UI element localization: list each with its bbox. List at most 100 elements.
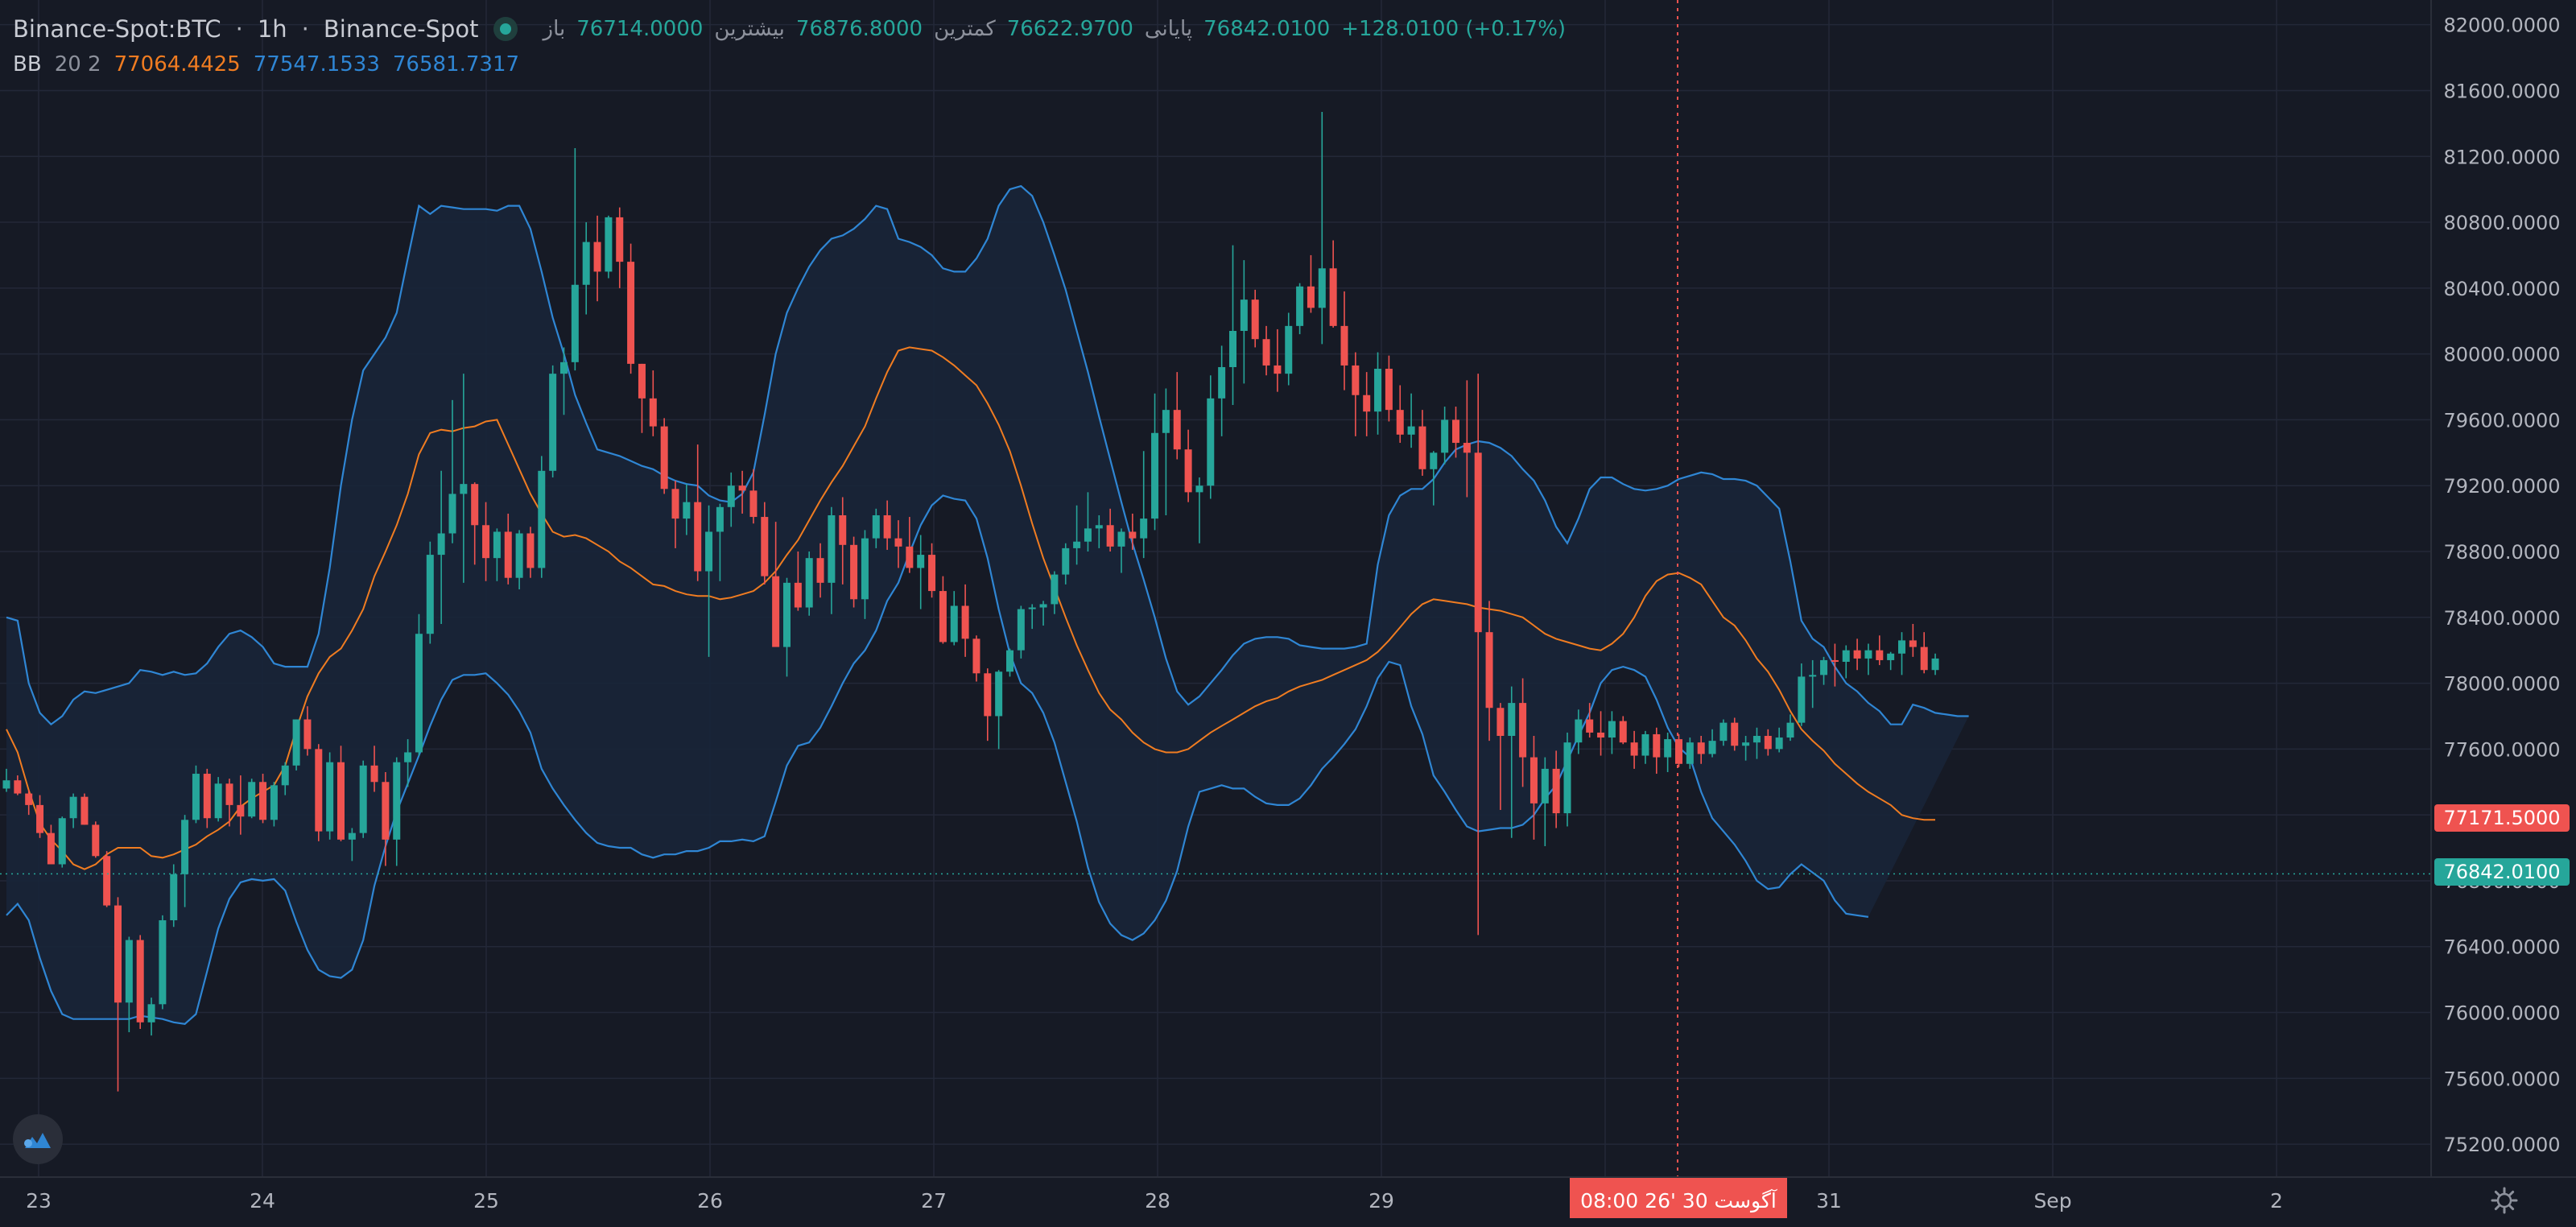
candle[interactable] bbox=[92, 821, 100, 858]
cloud-logo-icon[interactable] bbox=[13, 1114, 63, 1164]
candle[interactable] bbox=[225, 779, 233, 827]
candle[interactable] bbox=[437, 470, 445, 624]
candle[interactable] bbox=[1262, 325, 1270, 376]
candle[interactable] bbox=[58, 816, 66, 868]
candle[interactable] bbox=[159, 915, 167, 1010]
market-status-icon[interactable] bbox=[493, 17, 518, 41]
candle[interactable] bbox=[560, 347, 568, 415]
candle[interactable] bbox=[660, 418, 668, 494]
candle[interactable] bbox=[1798, 663, 1806, 726]
candle[interactable] bbox=[114, 897, 122, 1092]
candle[interactable] bbox=[749, 469, 758, 524]
candle[interactable] bbox=[939, 576, 947, 644]
candle[interactable] bbox=[1017, 605, 1025, 659]
candle[interactable] bbox=[906, 517, 914, 573]
candle[interactable] bbox=[504, 513, 512, 585]
candle[interactable] bbox=[1853, 638, 1861, 671]
candle[interactable] bbox=[359, 760, 367, 838]
exchange-name[interactable]: Binance-Spot bbox=[323, 15, 479, 43]
candle[interactable] bbox=[582, 222, 590, 315]
candle[interactable] bbox=[1184, 429, 1192, 502]
candle[interactable] bbox=[616, 207, 624, 288]
candle[interactable] bbox=[471, 482, 479, 565]
candle[interactable] bbox=[1686, 737, 1694, 769]
candle[interactable] bbox=[1173, 372, 1181, 460]
candle[interactable] bbox=[1752, 727, 1761, 759]
candle[interactable] bbox=[605, 215, 613, 279]
candle[interactable] bbox=[1920, 632, 1928, 674]
candle[interactable] bbox=[1229, 245, 1236, 406]
candle[interactable] bbox=[303, 706, 312, 756]
candle[interactable] bbox=[1151, 393, 1159, 531]
candle[interactable] bbox=[1474, 374, 1482, 936]
candle[interactable] bbox=[259, 774, 267, 824]
candle[interactable] bbox=[370, 746, 378, 792]
candle[interactable] bbox=[326, 752, 334, 840]
candle[interactable] bbox=[1575, 709, 1583, 754]
candle[interactable] bbox=[1597, 711, 1605, 756]
candle[interactable] bbox=[1463, 380, 1471, 498]
candle[interactable] bbox=[649, 370, 657, 436]
candle[interactable] bbox=[1931, 653, 1939, 675]
candle[interactable] bbox=[1106, 508, 1114, 552]
candle[interactable] bbox=[883, 500, 891, 550]
candle[interactable] bbox=[181, 815, 189, 907]
candle[interactable] bbox=[1831, 643, 1839, 687]
candle[interactable] bbox=[36, 795, 44, 838]
candle[interactable] bbox=[14, 775, 22, 795]
candle[interactable] bbox=[203, 768, 211, 828]
candle[interactable] bbox=[1586, 703, 1594, 738]
candle[interactable] bbox=[1619, 716, 1627, 745]
candle[interactable] bbox=[995, 670, 1003, 750]
candle[interactable] bbox=[1418, 410, 1426, 476]
candle[interactable] bbox=[872, 508, 880, 548]
candle[interactable] bbox=[1742, 736, 1750, 761]
candle[interactable] bbox=[404, 739, 412, 787]
candle[interactable] bbox=[1898, 632, 1905, 675]
candle[interactable] bbox=[1285, 312, 1293, 386]
candle[interactable] bbox=[850, 536, 858, 608]
candle[interactable] bbox=[1441, 407, 1449, 465]
candle[interactable] bbox=[1140, 451, 1148, 559]
candle[interactable] bbox=[281, 762, 289, 795]
candle[interactable] bbox=[426, 541, 434, 644]
candle[interactable] bbox=[1485, 601, 1493, 742]
candle[interactable] bbox=[794, 551, 802, 611]
candle[interactable] bbox=[1162, 388, 1170, 516]
candle[interactable] bbox=[1051, 571, 1059, 614]
candle[interactable] bbox=[1876, 635, 1884, 666]
candle[interactable] bbox=[861, 530, 869, 619]
candle[interactable] bbox=[671, 481, 679, 548]
candle[interactable] bbox=[1084, 492, 1092, 552]
candle[interactable] bbox=[538, 456, 546, 578]
candle[interactable] bbox=[1117, 528, 1125, 573]
candle[interactable] bbox=[147, 998, 155, 1036]
candle[interactable] bbox=[69, 793, 77, 828]
candle[interactable] bbox=[382, 771, 390, 866]
candle[interactable] bbox=[248, 779, 256, 819]
candle[interactable] bbox=[783, 577, 791, 677]
candle[interactable] bbox=[593, 215, 601, 302]
candle[interactable] bbox=[1296, 283, 1304, 335]
candle[interactable] bbox=[1430, 451, 1438, 506]
candle[interactable] bbox=[25, 790, 33, 816]
candle[interactable] bbox=[460, 374, 468, 583]
candles-layer[interactable] bbox=[2, 112, 1939, 1092]
candle[interactable] bbox=[125, 936, 133, 1033]
candle[interactable] bbox=[917, 535, 925, 609]
candle[interactable] bbox=[1218, 345, 1226, 436]
candle[interactable] bbox=[1641, 730, 1649, 764]
candle[interactable] bbox=[1274, 328, 1282, 392]
candle[interactable] bbox=[170, 864, 178, 927]
price-axis-background[interactable] bbox=[2431, 0, 2576, 1224]
candle[interactable] bbox=[1731, 717, 1739, 751]
candle[interactable] bbox=[1653, 727, 1661, 775]
candle[interactable] bbox=[1496, 703, 1505, 811]
candle[interactable] bbox=[526, 527, 535, 578]
candle[interactable] bbox=[694, 444, 702, 581]
candle[interactable] bbox=[1809, 659, 1817, 709]
candle[interactable] bbox=[1251, 289, 1259, 348]
candle[interactable] bbox=[984, 668, 992, 742]
candle[interactable] bbox=[950, 591, 958, 646]
